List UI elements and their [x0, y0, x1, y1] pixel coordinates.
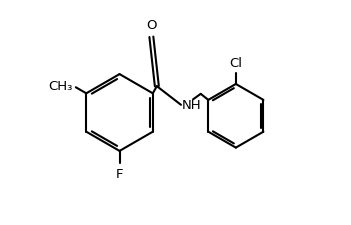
Text: NH: NH	[182, 99, 201, 112]
Text: O: O	[146, 19, 157, 32]
Text: Cl: Cl	[229, 57, 242, 70]
Text: CH₃: CH₃	[48, 80, 73, 93]
Text: F: F	[116, 168, 123, 181]
